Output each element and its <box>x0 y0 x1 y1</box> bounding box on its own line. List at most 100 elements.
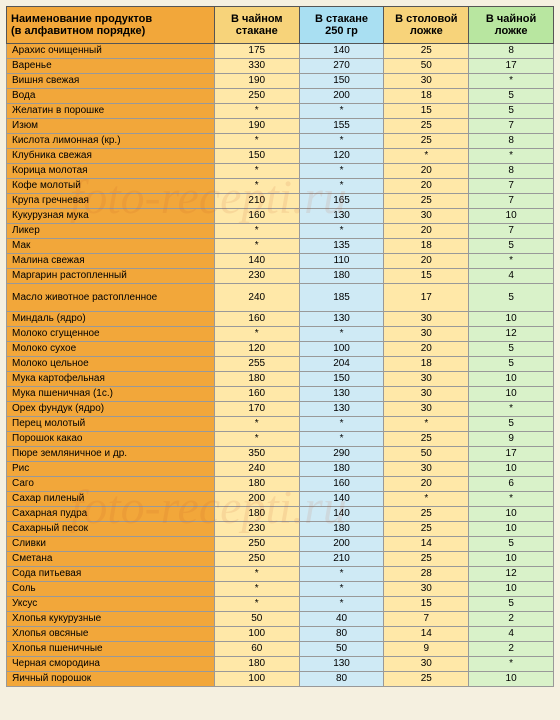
product-value: 20 <box>384 477 469 492</box>
product-name: Саго <box>7 477 215 492</box>
product-name: Уксус <box>7 597 215 612</box>
product-value: 15 <box>384 597 469 612</box>
product-name: Сахарная пудра <box>7 507 215 522</box>
product-name: Пюре земляничное и др. <box>7 447 215 462</box>
product-value: 100 <box>214 627 299 642</box>
column-header-0: Наименование продуктов(в алфавитном поря… <box>7 7 215 44</box>
product-name: Кислота лимонная (кр.) <box>7 134 215 149</box>
product-value: 8 <box>469 44 554 59</box>
product-name: Миндаль (ядро) <box>7 312 215 327</box>
table-row: Вода250200185 <box>7 89 554 104</box>
table-row: Хлопья кукурузные504072 <box>7 612 554 627</box>
product-value: 7 <box>469 119 554 134</box>
product-value: 230 <box>214 269 299 284</box>
product-name: Сливки <box>7 537 215 552</box>
product-value: 330 <box>214 59 299 74</box>
product-value: 190 <box>214 119 299 134</box>
product-value: 25 <box>384 134 469 149</box>
product-value: 25 <box>384 522 469 537</box>
table-row: Ликер**207 <box>7 224 554 239</box>
product-value: 30 <box>384 402 469 417</box>
product-name: Сахар пиленый <box>7 492 215 507</box>
product-value: 20 <box>384 179 469 194</box>
table-row: Соль**3010 <box>7 582 554 597</box>
product-value: 160 <box>214 209 299 224</box>
product-name: Молоко цельное <box>7 357 215 372</box>
product-value: * <box>214 179 299 194</box>
product-value: 10 <box>469 387 554 402</box>
product-value: 175 <box>214 44 299 59</box>
product-value: 17 <box>469 447 554 462</box>
product-value: 4 <box>469 627 554 642</box>
product-value: * <box>299 567 384 582</box>
product-value: 7 <box>469 194 554 209</box>
product-value: 18 <box>384 357 469 372</box>
product-value: 7 <box>469 179 554 194</box>
product-value: * <box>384 417 469 432</box>
product-value: 185 <box>299 284 384 312</box>
product-value: * <box>214 432 299 447</box>
product-name: Ликер <box>7 224 215 239</box>
product-value: * <box>384 492 469 507</box>
product-name: Крупа гречневая <box>7 194 215 209</box>
product-value: * <box>384 149 469 164</box>
product-name: Кукурузная мука <box>7 209 215 224</box>
product-name: Соль <box>7 582 215 597</box>
product-name: Масло животное растопленное <box>7 284 215 312</box>
product-value: 30 <box>384 657 469 672</box>
product-value: * <box>299 179 384 194</box>
product-name: Рис <box>7 462 215 477</box>
product-value: 7 <box>469 224 554 239</box>
product-value: 150 <box>299 74 384 89</box>
product-value: 60 <box>214 642 299 657</box>
product-name: Яичный порошок <box>7 672 215 687</box>
table-row: Сахар пиленый200140** <box>7 492 554 507</box>
product-value: 110 <box>299 254 384 269</box>
product-value: * <box>469 402 554 417</box>
product-value: * <box>299 597 384 612</box>
product-value: 180 <box>214 657 299 672</box>
product-value: 255 <box>214 357 299 372</box>
product-value: 5 <box>469 417 554 432</box>
product-value: 130 <box>299 209 384 224</box>
product-value: 25 <box>384 552 469 567</box>
product-value: 165 <box>299 194 384 209</box>
product-value: 10 <box>469 312 554 327</box>
table-row: Орех фундук (ядро)17013030* <box>7 402 554 417</box>
table-row: Клубника свежая150120** <box>7 149 554 164</box>
product-value: 25 <box>384 432 469 447</box>
product-value: * <box>214 164 299 179</box>
table-row: Пюре земляничное и др.3502905017 <box>7 447 554 462</box>
product-value: 15 <box>384 269 469 284</box>
product-value: 210 <box>299 552 384 567</box>
product-value: 20 <box>384 164 469 179</box>
table-row: Молоко сухое120100205 <box>7 342 554 357</box>
product-value: 150 <box>299 372 384 387</box>
product-value: * <box>214 224 299 239</box>
product-value: 30 <box>384 582 469 597</box>
product-name: Сахарный песок <box>7 522 215 537</box>
product-value: 200 <box>299 89 384 104</box>
product-value: 100 <box>214 672 299 687</box>
table-row: Сметана2502102510 <box>7 552 554 567</box>
product-value: 28 <box>384 567 469 582</box>
table-row: Миндаль (ядро)1601303010 <box>7 312 554 327</box>
table-row: Рис2401803010 <box>7 462 554 477</box>
product-value: 7 <box>384 612 469 627</box>
product-value: 2 <box>469 642 554 657</box>
product-value: 2 <box>469 612 554 627</box>
table-row: Сливки250200145 <box>7 537 554 552</box>
table-header-row: Наименование продуктов(в алфавитном поря… <box>7 7 554 44</box>
product-value: 9 <box>469 432 554 447</box>
product-value: 10 <box>469 462 554 477</box>
product-name: Вода <box>7 89 215 104</box>
product-name: Хлопья овсяные <box>7 627 215 642</box>
table-row: Перец молотый***5 <box>7 417 554 432</box>
column-header-1: В чайномстакане <box>214 7 299 44</box>
product-value: 25 <box>384 194 469 209</box>
product-value: 25 <box>384 44 469 59</box>
product-value: 14 <box>384 627 469 642</box>
product-value: * <box>469 149 554 164</box>
table-row: Вишня свежая19015030* <box>7 74 554 89</box>
product-value: * <box>299 417 384 432</box>
